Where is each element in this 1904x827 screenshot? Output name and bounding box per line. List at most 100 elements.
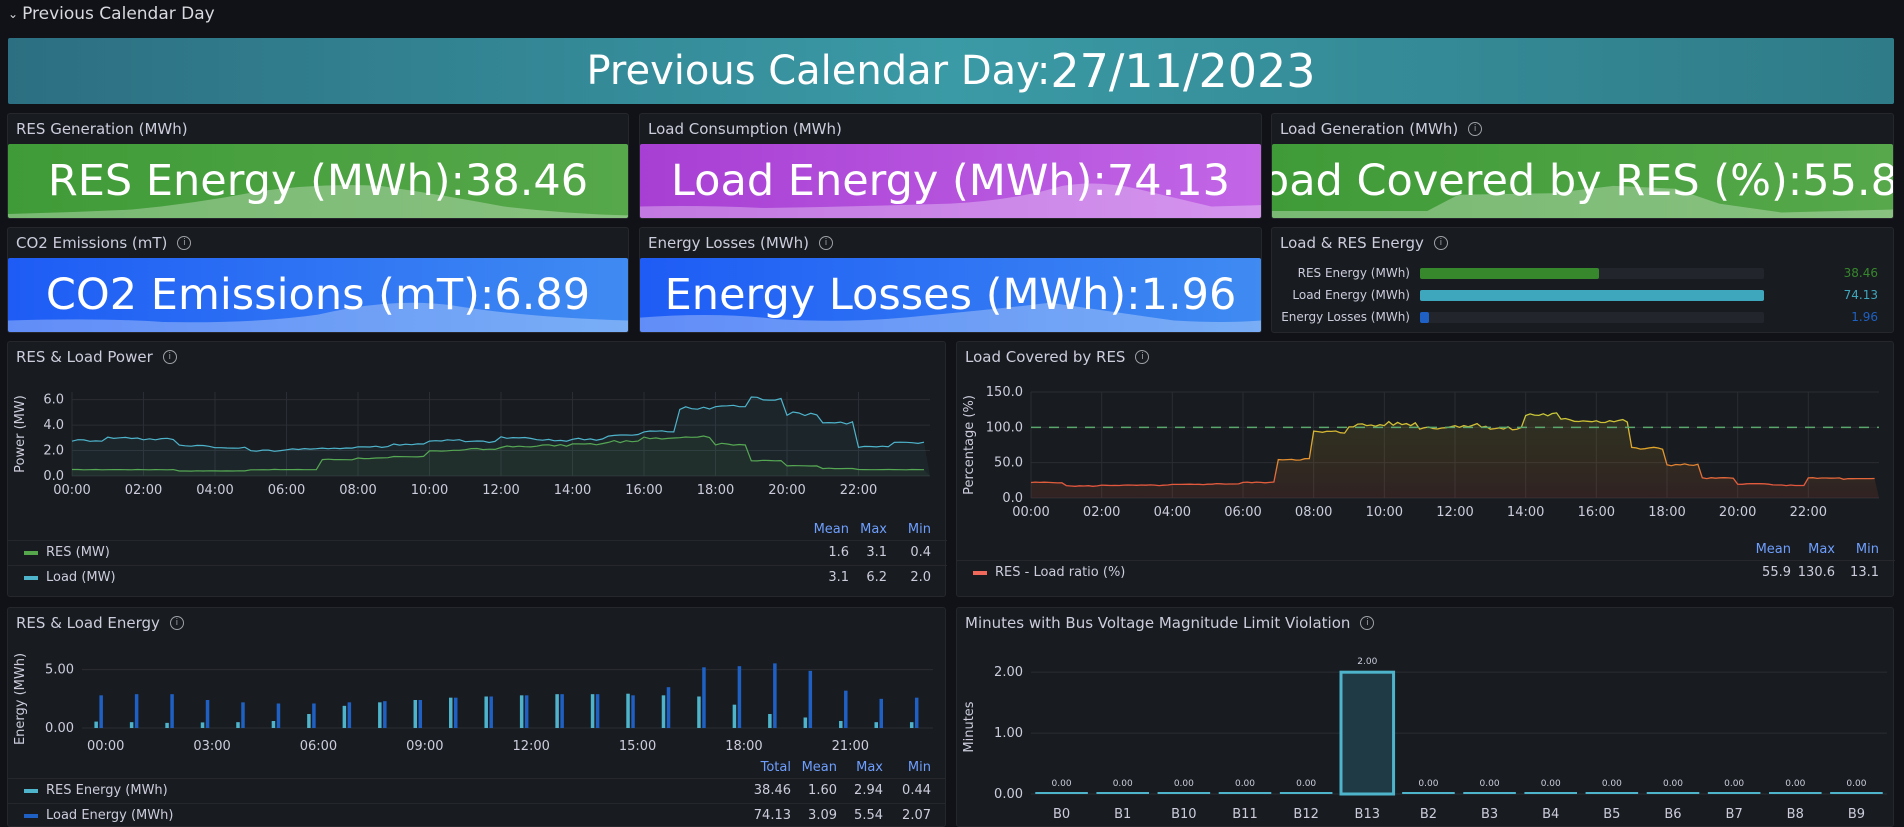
legend-header[interactable]: Min xyxy=(907,522,931,537)
legend-min-value: 0.4 xyxy=(910,545,931,560)
y-tick-label: 2.00 xyxy=(994,665,1023,680)
info-icon[interactable]: i xyxy=(1135,350,1150,364)
row-header[interactable]: ⌄ Previous Calendar Day xyxy=(8,0,215,28)
legend-total-value: 38.46 xyxy=(753,783,791,798)
legend-row[interactable]: RES (MW) 0.4 3.1 1.6 xyxy=(8,540,947,565)
x-tick-label: 20:00 xyxy=(768,483,805,498)
x-tick-label: 02:00 xyxy=(125,483,162,498)
x-tick-label: 08:00 xyxy=(1295,505,1332,520)
legend-row[interactable]: Load (MW) 2.0 6.2 3.1 xyxy=(8,565,947,590)
voltage-bar xyxy=(1463,792,1516,794)
x-tick-label: B12 xyxy=(1293,807,1318,822)
legend-swatch xyxy=(24,550,38,555)
panel-co2-emissions[interactable]: CO2 Emissions (mT) i CO2 Emissions (mT):6… xyxy=(7,227,629,333)
energy-bar xyxy=(626,693,630,728)
legend-min-value: 2.07 xyxy=(902,808,931,823)
panel-bus-voltage[interactable]: Minutes with Bus Voltage Magnitude Limit… xyxy=(956,607,1894,827)
panel-load-covered[interactable]: Load Covered by RES i Percentage (%) 0.0 50… xyxy=(956,341,1895,597)
energy-bar xyxy=(413,700,418,728)
legend-header[interactable]: Min xyxy=(1855,542,1879,557)
panel-title: Load Generation (MWh) xyxy=(1280,120,1459,138)
info-icon[interactable]: i xyxy=(177,236,192,250)
bar-value-label: 0.00 xyxy=(1663,779,1683,789)
x-tick-label: B2 xyxy=(1420,807,1437,822)
y-axis-label: Minutes xyxy=(962,701,977,752)
energy-bar xyxy=(418,700,423,728)
legend-series-name: Load Energy (MWh) xyxy=(24,804,173,826)
energy-bar xyxy=(312,703,316,728)
legend-header[interactable]: Mean xyxy=(1755,542,1791,557)
legend-header[interactable]: Max xyxy=(860,522,887,537)
panel-title: RES & Load Power xyxy=(16,348,153,366)
info-icon[interactable]: i xyxy=(1433,236,1448,250)
info-icon[interactable]: i xyxy=(1360,616,1375,630)
x-tick-label: 08:00 xyxy=(339,483,376,498)
series-area xyxy=(1031,412,1879,498)
legend-row[interactable]: RES - Load ratio (%) 13.1 130.6 55.9 xyxy=(957,560,1895,585)
bargauge-row: Load Energy (MWh) 74.13 xyxy=(1272,286,1895,306)
bargauge-value: 74.13 xyxy=(1843,288,1878,302)
bargauge-track xyxy=(1420,268,1764,279)
energy-bar xyxy=(697,696,701,728)
energy-bar xyxy=(276,703,281,728)
energy-bar xyxy=(737,666,742,728)
legend-header[interactable]: Mean xyxy=(801,760,837,775)
legend-min-value: 2.0 xyxy=(910,570,931,585)
energy-legend: Min Max Mean Total RES Energy (MWh) 0.44 2.94 1… xyxy=(8,760,945,826)
info-icon[interactable]: i xyxy=(162,350,177,364)
bar-value-label: 0.00 xyxy=(1235,779,1255,789)
panel-load-generation[interactable]: Load Generation (MWh) i Load Covered by R… xyxy=(1271,113,1894,219)
legend-series-name: RES Energy (MWh) xyxy=(24,779,168,803)
panel-energy-losses[interactable]: Energy Losses (MWh) i Energy Losses (MWh)… xyxy=(639,227,1262,333)
x-tick-label: 12:00 xyxy=(512,739,549,754)
x-tick-label: 16:00 xyxy=(625,483,662,498)
energy-chart[interactable]: Energy (MWh) 0.00 5.00 00:00 03:00 06:00 09:00… xyxy=(8,646,946,766)
info-icon[interactable]: i xyxy=(169,616,184,630)
y-tick-label: 0.00 xyxy=(45,721,74,736)
info-icon[interactable]: i xyxy=(818,236,833,250)
voltage-chart[interactable]: Minutes 0.00 1.00 2.00 0.00 B0 0.00 B1 0.00 B10 0.… xyxy=(957,644,1894,827)
x-tick-label: B5 xyxy=(1603,807,1620,822)
ratio-legend: Min Max Mean RES - Load ratio (%) 13.1 130.6 5… xyxy=(957,542,1895,585)
bar-value-label: 0.00 xyxy=(1846,779,1866,789)
bargauge-label: Energy Losses (MWh) xyxy=(1281,310,1410,324)
x-tick-label: 15:00 xyxy=(619,739,656,754)
legend-series-name: Load (MW) xyxy=(24,566,116,590)
panel-title: RES & Load Energy xyxy=(16,614,160,632)
power-chart[interactable]: Power (MW) 0.0 2.0 4.0 6.0 00:00 02:00 04:00 06:… xyxy=(8,380,947,520)
energy-bar xyxy=(342,705,347,728)
energy-bar xyxy=(555,694,559,728)
legend-header[interactable]: Total xyxy=(760,760,791,775)
legend-header[interactable]: Min xyxy=(907,760,931,775)
legend-total-value: 74.13 xyxy=(753,808,791,823)
panel-load-res-energy[interactable]: Load & RES Energy i RES Energy (MWh) 38.46… xyxy=(1271,227,1894,333)
panel-load-consumption[interactable]: Load Consumption (MWh) Load Energy (MWh)… xyxy=(639,113,1262,219)
series-line xyxy=(1030,412,1875,487)
stat-value: Energy Losses (MWh):1.96 xyxy=(664,270,1237,320)
legend-swatch xyxy=(24,788,38,793)
legend-header[interactable]: Max xyxy=(1808,542,1835,557)
x-tick-label: B0 xyxy=(1053,807,1070,822)
energy-bar xyxy=(484,696,488,728)
energy-bar xyxy=(378,702,382,728)
legend-header[interactable]: Mean xyxy=(813,522,849,537)
y-tick-label: 100.0 xyxy=(986,420,1023,435)
panel-res-load-energy[interactable]: RES & Load Energy i Energy (MWh) 0.00 5.00 0… xyxy=(7,607,946,827)
voltage-bar xyxy=(1157,792,1211,794)
x-tick-label: 22:00 xyxy=(1790,505,1827,520)
energy-bar xyxy=(519,695,524,728)
info-icon[interactable]: i xyxy=(1468,122,1483,136)
x-tick-label: 16:00 xyxy=(1578,505,1615,520)
legend-row[interactable]: RES Energy (MWh) 0.44 2.94 1.60 38.46 xyxy=(8,778,945,803)
legend-row[interactable]: Load Energy (MWh) 2.07 5.54 3.09 74.13 xyxy=(8,803,945,826)
bar-value-label: 0.00 xyxy=(1480,779,1500,789)
ratio-chart[interactable]: Percentage (%) 0.0 50.0 100.0 150.0 00:00 02:0… xyxy=(957,380,1895,540)
panel-res-generation[interactable]: RES Generation (MWh) RES Energy (MWh):38… xyxy=(7,113,629,219)
legend-series-name: RES (MW) xyxy=(24,541,110,565)
energy-bar xyxy=(768,714,772,728)
voltage-bar xyxy=(1339,670,1396,796)
bargauge-track xyxy=(1420,290,1764,301)
energy-bar xyxy=(661,695,666,728)
legend-header[interactable]: Max xyxy=(856,760,883,775)
panel-res-load-power[interactable]: RES & Load Power i Power (MW) 0.0 2.0 4.0 6.0… xyxy=(7,341,947,597)
